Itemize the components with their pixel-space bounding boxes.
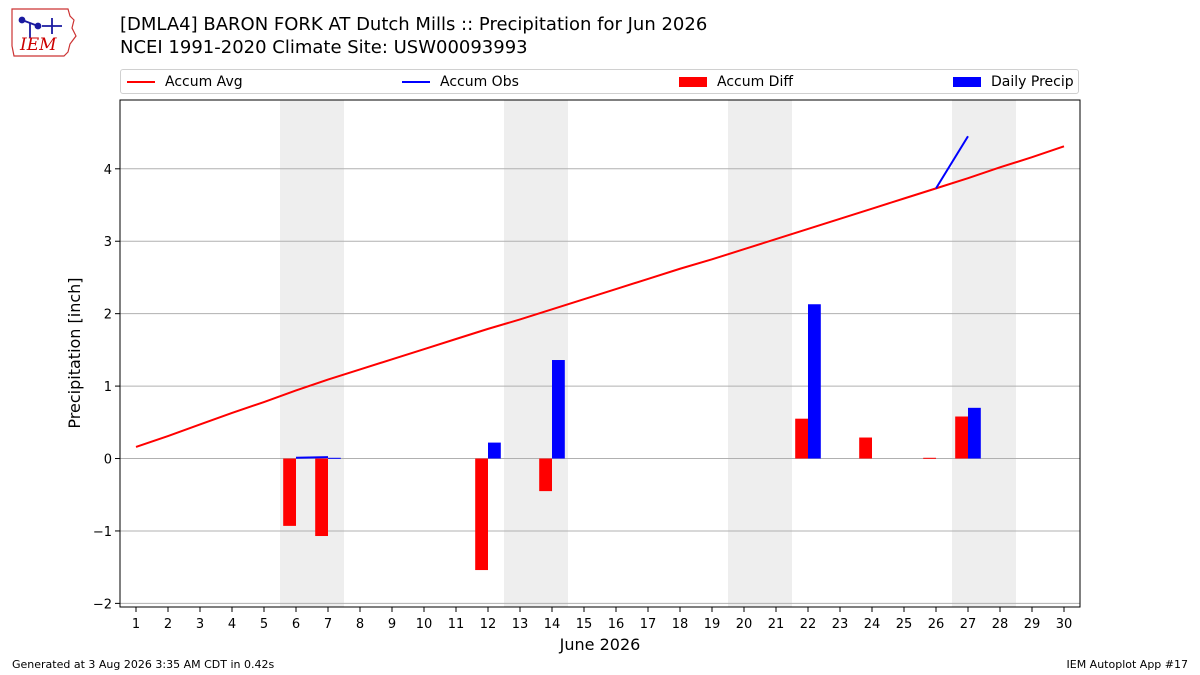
legend-item-accum-obs: Accum Obs (402, 70, 519, 93)
legend-swatch-accum-diff (679, 76, 707, 87)
legend-item-accum-avg: Accum Avg (127, 70, 243, 93)
daily-precip-bar (328, 457, 341, 459)
y-tick-label: −2 (93, 597, 112, 612)
x-tick-label: 3 (196, 617, 204, 632)
x-tick-label: 18 (672, 617, 689, 632)
legend-label-accum-diff: Accum Diff (717, 73, 794, 90)
weekend-shading (280, 100, 1016, 607)
x-tick-label: 26 (928, 617, 945, 632)
legend-label-accum-avg: Accum Avg (165, 73, 243, 90)
x-tick-label: 12 (480, 617, 497, 632)
accum-lines (135, 135, 1065, 459)
x-tick-label: 7 (324, 617, 332, 632)
accum-diff-bar (475, 458, 488, 571)
title-line-1: [DMLA4] BARON FORK AT Dutch Mills :: Pre… (120, 14, 708, 35)
daily-precip-bar (488, 442, 501, 459)
accum-diff-bar (955, 416, 968, 459)
x-tick-label: 10 (416, 617, 433, 632)
x-tick-label: 22 (800, 617, 817, 632)
x-tick-label: 21 (768, 617, 785, 632)
footer-generated: Generated at 3 Aug 2026 3:35 AM CDT in 0… (12, 658, 275, 671)
y-tick-label: 3 (104, 235, 112, 250)
legend-swatch-accum-avg (127, 80, 155, 83)
weekend-band (952, 100, 1016, 607)
x-tick-label: 8 (356, 617, 364, 632)
accum-avg-line (135, 145, 1065, 448)
accum-obs-line (295, 456, 329, 459)
iem-logo: IEM (11, 8, 77, 57)
x-tick-label: 23 (832, 617, 849, 632)
weekend-band (728, 100, 792, 607)
x-tick-label: 27 (960, 617, 977, 632)
x-tick-label: 17 (640, 617, 657, 632)
legend-label-accum-obs: Accum Obs (440, 73, 519, 90)
legend-swatch-accum-obs (402, 80, 430, 83)
gridlines (120, 168, 1080, 604)
accum-diff-bar (923, 457, 936, 459)
accum-diff-bar (795, 418, 808, 459)
legend-swatch-daily-precip (953, 76, 981, 87)
daily-precip-bar (808, 304, 821, 459)
legend-item-daily-precip: Daily Precip (953, 70, 1074, 93)
legend-item-accum-diff: Accum Diff (679, 70, 793, 93)
iowa-outline-icon (11, 8, 77, 57)
daily-precip-bars (328, 304, 981, 459)
x-tick-label: 29 (1024, 617, 1041, 632)
x-tick-label: 24 (864, 617, 881, 632)
accum-diff-bar (859, 437, 872, 459)
accum-diff-bar (539, 458, 552, 492)
logo-text: IEM (19, 35, 57, 55)
x-tick-label: 9 (388, 617, 396, 632)
x-tick-label: 13 (512, 617, 529, 632)
x-axis-ticks: 1 2 3 4 5 6 7 8 9 10 11 12 13 14 15 16 17 18 19 20 21 22 23 24 2… (132, 607, 1072, 632)
accum-diff-bar (283, 458, 296, 526)
daily-precip-bar (552, 360, 565, 459)
footer-app: IEM Autoplot App #17 (1066, 658, 1189, 671)
y-tick-label: 0 (104, 453, 112, 468)
accum-obs-line (935, 135, 969, 189)
x-tick-label: 16 (608, 617, 625, 632)
x-tick-label: 11 (448, 617, 465, 632)
weekend-band (504, 100, 568, 607)
y-tick-label: 1 (104, 380, 112, 395)
x-tick-label: 2 (164, 617, 172, 632)
x-tick-label: 4 (228, 617, 236, 632)
y-tick-label: −1 (93, 525, 112, 540)
y-axis-ticks: −2 −1 0 1 2 3 4 (93, 163, 120, 612)
accum-diff-bars (283, 416, 968, 571)
legend: Accum Avg Accum Obs Accum Diff Daily Pre… (120, 69, 1079, 94)
y-tick-label: 2 (104, 308, 112, 323)
x-tick-label: 14 (544, 617, 561, 632)
x-tick-label: 20 (736, 617, 753, 632)
weather-station-icon (18, 16, 62, 38)
legend-label-daily-precip: Daily Precip (991, 73, 1074, 90)
accum-diff-bar (315, 458, 328, 537)
y-tick-label: 4 (104, 163, 112, 178)
x-tick-label: 25 (896, 617, 913, 632)
x-tick-label: 15 (576, 617, 593, 632)
x-tick-label: 28 (992, 617, 1009, 632)
x-tick-label: 1 (132, 617, 140, 632)
x-tick-label: 30 (1056, 617, 1073, 632)
x-tick-label: 5 (260, 617, 268, 632)
x-axis-label: June 2026 (559, 635, 641, 654)
chart-title: [DMLA4] BARON FORK AT Dutch Mills :: Pre… (120, 13, 707, 59)
plot-frame (119, 99, 1081, 608)
x-tick-label: 19 (704, 617, 721, 632)
title-line-2: NCEI 1991-2020 Climate Site: USW00093993 (120, 37, 528, 58)
x-tick-label: 6 (292, 617, 300, 632)
y-axis-label: Precipitation [inch] (65, 277, 84, 428)
daily-precip-bar (968, 407, 981, 459)
